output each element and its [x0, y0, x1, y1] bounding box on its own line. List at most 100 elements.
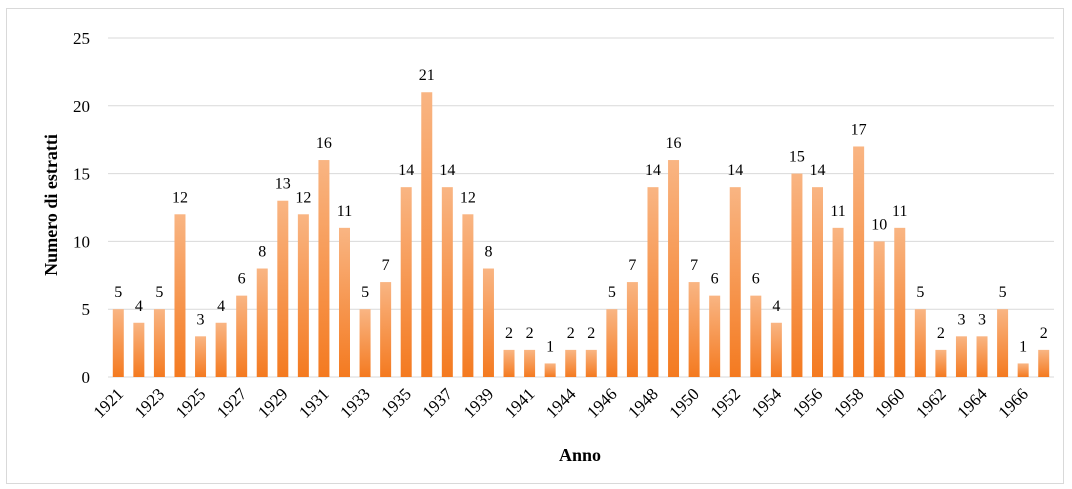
x-tick-label: 1923: [131, 384, 168, 421]
bar-1930: [297, 214, 309, 377]
gridlines: [108, 37, 1054, 378]
x-tick-label: 1939: [460, 384, 497, 421]
x-tick-label: 1958: [830, 384, 867, 421]
y-axis-title: Numero di estratti: [41, 134, 61, 276]
bar-1949: [668, 160, 680, 377]
data-label: 5: [608, 284, 616, 301]
data-label: 6: [238, 271, 246, 288]
y-tick-label: 5: [82, 300, 91, 319]
x-tick-label: 1927: [213, 384, 251, 422]
x-tick-label: 1956: [789, 384, 826, 421]
x-tick-label: 1960: [871, 384, 908, 421]
bar-1952: [729, 187, 741, 377]
x-tick-label: 1966: [995, 384, 1032, 421]
bar-1925: [195, 336, 207, 377]
bar-1964: [976, 336, 988, 377]
data-label: 13: [275, 176, 291, 193]
x-tick-label: 1944: [542, 384, 580, 422]
x-tick-label: 1921: [90, 384, 127, 421]
x-tick-label: 1954: [748, 384, 786, 422]
x-tick-label: 1931: [295, 384, 332, 421]
bars: [112, 92, 1050, 378]
data-label: 17: [851, 121, 867, 138]
bar-1954: [770, 322, 782, 377]
bar-1961: [914, 309, 926, 377]
y-tick-label: 15: [73, 165, 90, 184]
bar-1923: [153, 309, 165, 377]
bar-1936: [421, 92, 433, 378]
data-label: 2: [587, 325, 595, 342]
bar-1962: [935, 349, 947, 377]
x-tick-label: 1950: [665, 384, 702, 421]
y-tick-labels: 0 5 10 15 20 25: [73, 29, 90, 387]
data-label: 1: [546, 338, 554, 355]
data-label: 12: [295, 189, 311, 206]
data-label: 5: [361, 284, 369, 301]
x-tick-label: 1941: [501, 384, 538, 421]
data-label: 14: [439, 162, 455, 179]
data-label: 21: [419, 67, 435, 84]
data-label: 1: [1019, 338, 1027, 355]
x-tick-label: 1964: [953, 384, 991, 422]
x-tick-label: 1935: [378, 384, 415, 421]
data-label: 3: [957, 311, 965, 328]
data-label: 5: [114, 284, 122, 301]
bar-1959: [873, 241, 885, 377]
x-tick-label: 1952: [707, 384, 744, 421]
y-tick-label: 25: [73, 29, 90, 48]
bar-1963: [955, 336, 967, 377]
data-label: 16: [316, 135, 332, 152]
bar-1926: [215, 322, 227, 377]
x-tick-label: 1933: [336, 384, 373, 421]
data-label: 2: [937, 325, 945, 342]
data-label: 14: [645, 162, 661, 179]
data-label: 16: [666, 135, 682, 152]
data-label: 11: [830, 203, 845, 220]
bar-1928: [256, 268, 268, 377]
data-label: 11: [337, 203, 352, 220]
bar-1957: [832, 227, 844, 377]
data-label: 8: [258, 244, 266, 261]
bar-1937: [441, 187, 453, 377]
bar-1958: [853, 146, 865, 377]
bar-1921: [112, 309, 124, 377]
bar-1950: [688, 282, 700, 377]
x-tick-label: 1946: [583, 384, 620, 421]
data-label: 5: [916, 284, 924, 301]
data-label: 7: [628, 257, 636, 274]
x-axis-title: Anno: [559, 445, 601, 465]
bar-1942: [544, 363, 556, 377]
data-label: 4: [135, 298, 143, 315]
bar-1948: [647, 187, 659, 377]
data-label: 6: [752, 271, 760, 288]
data-label: 14: [727, 162, 743, 179]
data-label: 10: [871, 216, 887, 233]
x-tick-label: 1962: [912, 384, 949, 421]
bar-1947: [626, 282, 638, 377]
bar-1967: [1038, 349, 1050, 377]
data-label: 2: [526, 325, 534, 342]
bar-1956: [812, 187, 823, 377]
y-tick-label: 10: [73, 232, 90, 251]
bar-1965: [997, 309, 1009, 377]
data-label: 2: [567, 325, 575, 342]
x-tick-label: 1937: [419, 384, 457, 422]
bar-1929: [277, 200, 289, 377]
y-tick-label: 20: [73, 97, 90, 116]
bar-1931: [318, 160, 330, 377]
bar-1934: [380, 282, 392, 377]
y-tick-label: 0: [82, 368, 91, 387]
x-tick-label: 1948: [624, 384, 661, 421]
data-label: 4: [217, 298, 225, 315]
bar-1932: [339, 227, 350, 377]
data-label: 8: [484, 244, 492, 261]
data-label: 5: [155, 284, 163, 301]
data-label: 6: [711, 271, 719, 288]
bar-1946: [606, 309, 618, 377]
data-label: 15: [789, 149, 805, 166]
bar-1953: [750, 295, 762, 377]
bar-1940: [503, 349, 515, 377]
data-label: 2: [505, 325, 513, 342]
bar-1966: [1017, 363, 1029, 377]
